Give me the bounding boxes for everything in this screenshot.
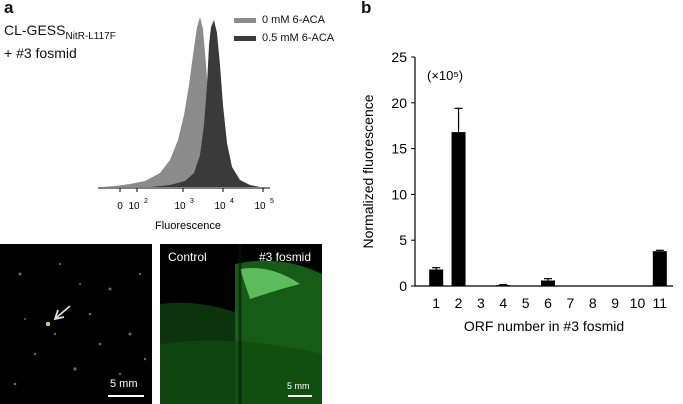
arrow-shaft [55,305,71,319]
strain-line2: + #3 fosmid [4,44,77,61]
x-tick-label-8: 8 [589,295,597,311]
y-tick-label: 20 [391,95,407,111]
y-multiplier: (×10⁵) [427,68,463,83]
y-tick-label: 5 [399,232,407,248]
x-tick-label-5: 5 [522,295,530,311]
control-label: Control [168,250,207,264]
x-tick-label-6: 6 [544,295,552,311]
strain-label: CL-GESSNitR-L117F + #3 fosmid [4,22,116,62]
y-tick-label: 10 [391,186,407,202]
micrograph-right: Control #3 fosmid 5 mm [160,244,322,404]
arrow-icon [53,309,65,321]
micrograph-left-colonies [13,262,147,386]
legend-swatch-dark [234,35,256,41]
x-tick-label-11: 11 [653,295,668,311]
y-tick-label: 25 [391,49,407,65]
x-tick-label-0: 0 [117,201,123,212]
histogram-curve-05mm [150,20,260,187]
legend-label-05mm: 0.5 mM 6-ACA [262,32,335,44]
x-tick-label-9: 9 [611,295,619,311]
scalebar-right [288,395,312,397]
fosmid-label: #3 fosmid [259,250,312,264]
panel-b-label: b [361,0,372,17]
x-axis-label: ORF number in #3 fosmid [464,318,624,334]
x-tick-label-4-exp: 5 [270,198,274,205]
y-tick-label: 0 [399,278,407,294]
legend-item-05mm: 0.5 mM 6-ACA [234,32,334,44]
legend-item-0mm: 0 mM 6-ACA [234,14,325,26]
bar-orf-4 [496,285,511,287]
scalebar-left [108,395,144,397]
legend-label-0mm: 0 mM 6-ACA [262,14,325,26]
x-tick-label-1-exp: 2 [144,198,148,205]
bar-orf-11 [652,251,667,286]
x-tick-label-10: 10 [630,295,646,311]
y-tick-label: 15 [391,141,407,157]
panel-a-label: a [4,0,14,17]
x-tick-label-3-exp: 4 [230,198,234,205]
strain-subscript: NitR-L117F [65,30,116,42]
bar-orf-6 [541,280,555,286]
x-tick-label-2-exp: 3 [190,198,194,205]
flow-histogram: 0 10 2 10 3 10 4 10 5 Fluorescence [98,17,274,232]
histogram-xlabel: Fluorescence [155,220,221,232]
x-tick-label-3-base: 10 [214,201,226,212]
micrograph-right-culture [160,244,322,404]
legend-swatch-light [234,17,256,23]
scale-text-left: 5 mm [110,378,138,390]
x-tick-label-2-base: 10 [174,201,186,212]
y-axis-label: Normalized fluorescence [360,94,376,248]
highlighted-colony [45,321,51,327]
x-tick-label-1-base: 10 [128,201,140,212]
x-tick-label-2: 2 [455,295,463,311]
bar-orf-2 [451,132,466,286]
bar-orf-1 [429,269,444,286]
scale-text-right: 5 mm [287,381,310,391]
micrograph-left: 5 mm [0,244,152,404]
x-tick-label-4-base: 10 [254,201,266,212]
strain-name: CL-GESS [4,22,66,38]
x-tick-label-3: 3 [477,295,485,311]
x-tick-label-7: 7 [566,295,574,311]
x-tick-label-4: 4 [499,295,507,311]
x-tick-label-1: 1 [432,295,440,311]
